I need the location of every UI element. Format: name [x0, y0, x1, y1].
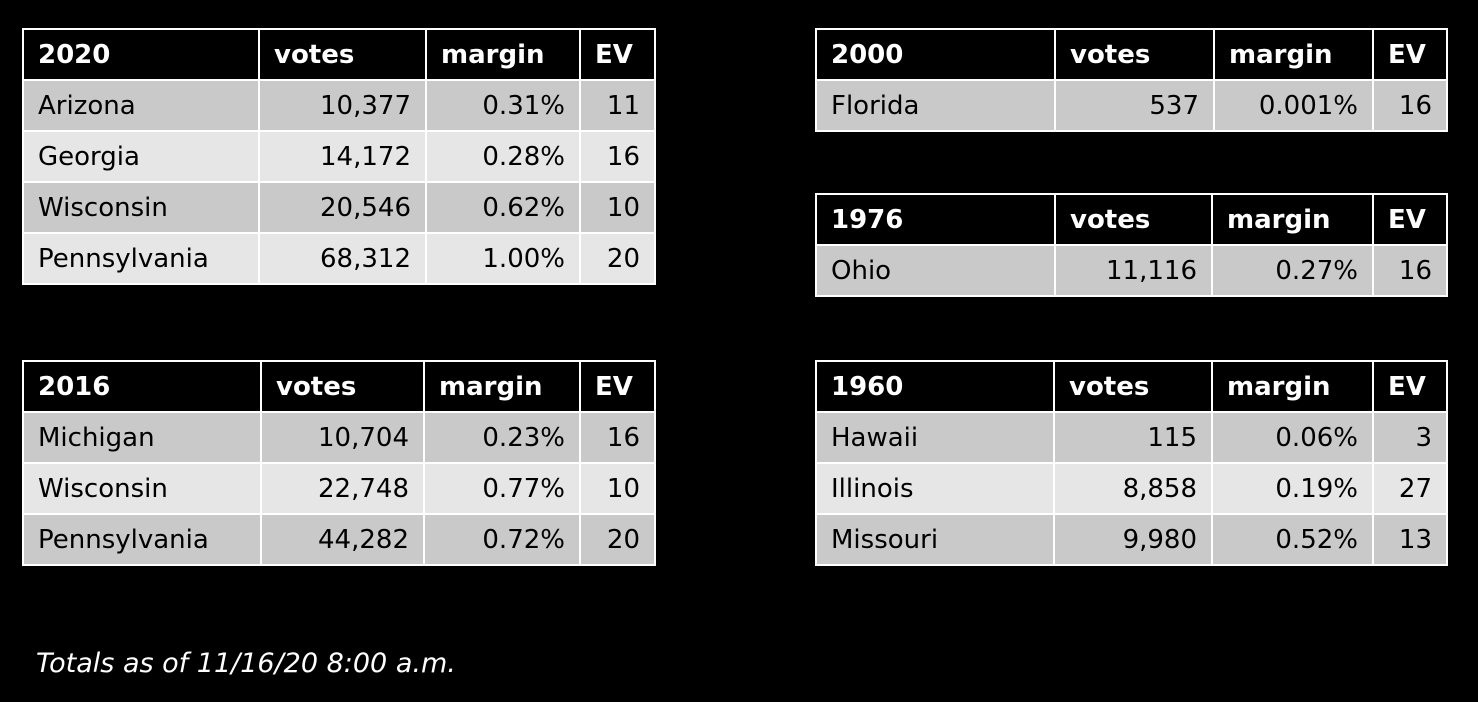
value-cell: 9,980 [1053, 513, 1213, 566]
value-cell: 22,748 [260, 462, 425, 515]
header-cell: EV [1372, 28, 1448, 81]
value-cell: 0.23% [423, 411, 581, 464]
header-cell: votes [258, 28, 427, 81]
table-row: Wisconsin 22,748 0.77% 10 [22, 462, 656, 515]
header-row: 2016 votes margin EV [22, 360, 656, 413]
header-cell: margin [1211, 193, 1374, 246]
value-cell: 44,282 [260, 513, 425, 566]
value-cell: 20 [579, 513, 656, 566]
table-row: Pennsylvania 68,312 1.00% 20 [22, 232, 656, 285]
state-cell: Ohio [815, 244, 1056, 297]
header-cell: 2000 [815, 28, 1056, 81]
value-cell: 11 [579, 79, 656, 132]
state-cell: Wisconsin [22, 462, 262, 515]
value-cell: 115 [1053, 411, 1213, 464]
header-cell: margin [425, 28, 581, 81]
value-cell: 68,312 [258, 232, 427, 285]
data-table: 2020 votes margin EV Arizona 10,377 0.31% 11 Geo… [22, 28, 656, 285]
value-cell: 16 [579, 411, 656, 464]
header-cell: 2016 [22, 360, 262, 413]
value-cell: 3 [1372, 411, 1448, 464]
value-cell: 0.62% [425, 181, 581, 234]
value-cell: 11,116 [1054, 244, 1213, 297]
table-row: Hawaii 115 0.06% 3 [815, 411, 1448, 464]
header-cell: margin [423, 360, 581, 413]
table-row: Illinois 8,858 0.19% 27 [815, 462, 1448, 515]
table-row: Wisconsin 20,546 0.62% 10 [22, 181, 656, 234]
state-cell: Pennsylvania [22, 232, 260, 285]
state-cell: Wisconsin [22, 181, 260, 234]
header-cell: margin [1211, 360, 1374, 413]
state-cell: Arizona [22, 79, 260, 132]
value-cell: 13 [1372, 513, 1448, 566]
data-table: 1960 votes margin EV Hawaii 115 0.06% 3 Illinois… [815, 360, 1448, 566]
table-row: Georgia 14,172 0.28% 16 [22, 130, 656, 183]
state-cell: Florida [815, 79, 1056, 132]
table-row: Michigan 10,704 0.23% 16 [22, 411, 656, 464]
table-row: Florida 537 0.001% 16 [815, 79, 1448, 132]
value-cell: 27 [1372, 462, 1448, 515]
value-cell: 0.06% [1211, 411, 1374, 464]
header-cell: votes [1054, 193, 1213, 246]
state-cell: Pennsylvania [22, 513, 262, 566]
value-cell: 0.31% [425, 79, 581, 132]
value-cell: 10,704 [260, 411, 425, 464]
value-cell: 1.00% [425, 232, 581, 285]
state-cell: Hawaii [815, 411, 1055, 464]
value-cell: 16 [1372, 244, 1448, 297]
value-cell: 10 [579, 181, 656, 234]
header-cell: EV [1372, 360, 1448, 413]
table-row: Arizona 10,377 0.31% 11 [22, 79, 656, 132]
header-cell: 2020 [22, 28, 260, 81]
table-row: Pennsylvania 44,282 0.72% 20 [22, 513, 656, 566]
data-table: 2000 votes margin EV Florida 537 0.001% 16 [815, 28, 1448, 132]
footnote: Totals as of 11/16/20 8:00 a.m. [36, 648, 456, 679]
value-cell: 0.27% [1211, 244, 1374, 297]
value-cell: 8,858 [1053, 462, 1213, 515]
table-row: Ohio 11,116 0.27% 16 [815, 244, 1448, 297]
data-table: 2016 votes margin EV Michigan 10,704 0.23% 16 Wi… [22, 360, 656, 566]
value-cell: 14,172 [258, 130, 427, 183]
value-cell: 0.28% [425, 130, 581, 183]
value-cell: 10,377 [258, 79, 427, 132]
value-cell: 20 [579, 232, 656, 285]
header-cell: votes [260, 360, 425, 413]
value-cell: 0.52% [1211, 513, 1374, 566]
header-cell: margin [1213, 28, 1374, 81]
header-row: 1960 votes margin EV [815, 360, 1448, 413]
header-cell: EV [579, 360, 656, 413]
state-cell: Missouri [815, 513, 1055, 566]
header-row: 2020 votes margin EV [22, 28, 656, 81]
state-cell: Georgia [22, 130, 260, 183]
header-cell: EV [579, 28, 656, 81]
table-row: Missouri 9,980 0.52% 13 [815, 513, 1448, 566]
header-cell: votes [1053, 360, 1213, 413]
value-cell: 10 [579, 462, 656, 515]
header-cell: 1960 [815, 360, 1055, 413]
value-cell: 537 [1054, 79, 1215, 132]
header-cell: votes [1054, 28, 1215, 81]
state-cell: Michigan [22, 411, 262, 464]
header-row: 1976 votes margin EV [815, 193, 1448, 246]
data-table: 1976 votes margin EV Ohio 11,116 0.27% 16 [815, 193, 1448, 297]
value-cell: 16 [579, 130, 656, 183]
state-cell: Illinois [815, 462, 1055, 515]
value-cell: 0.19% [1211, 462, 1374, 515]
header-cell: EV [1372, 193, 1448, 246]
header-cell: 1976 [815, 193, 1056, 246]
header-row: 2000 votes margin EV [815, 28, 1448, 81]
value-cell: 20,546 [258, 181, 427, 234]
value-cell: 0.77% [423, 462, 581, 515]
value-cell: 16 [1372, 79, 1448, 132]
value-cell: 0.72% [423, 513, 581, 566]
value-cell: 0.001% [1213, 79, 1374, 132]
